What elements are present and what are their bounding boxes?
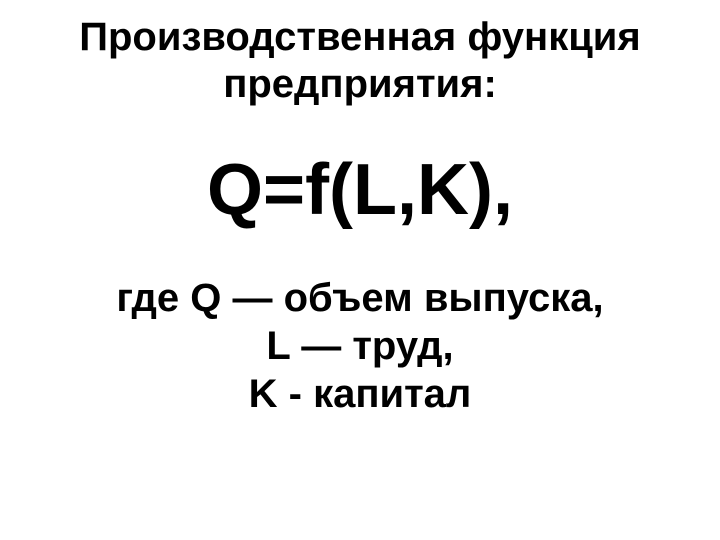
definition-k: K - капитал <box>116 370 603 418</box>
definition-q: где Q — объем выпуска, <box>116 274 603 322</box>
definitions: где Q — объем выпуска, L — труд, K - кап… <box>116 274 603 418</box>
title-line-1: Производственная функция <box>79 14 641 61</box>
formula: Q=f(L,K), <box>207 154 513 226</box>
slide-title: Производственная функция предприятия: <box>79 14 641 108</box>
slide: Производственная функция предприятия: Q=… <box>0 0 720 540</box>
definition-l: L — труд, <box>116 322 603 370</box>
title-line-2: предприятия: <box>79 61 641 108</box>
